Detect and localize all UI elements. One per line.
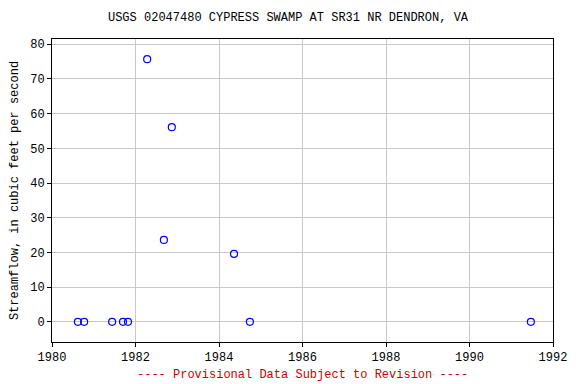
- svg-text:1988: 1988: [372, 351, 401, 365]
- svg-text:0: 0: [37, 316, 44, 330]
- svg-text:1984: 1984: [205, 351, 234, 365]
- svg-text:70: 70: [30, 73, 44, 87]
- svg-text:20: 20: [30, 247, 44, 261]
- svg-text:1992: 1992: [539, 351, 568, 365]
- svg-text:Streamflow, in cubic feet per: Streamflow, in cubic feet per second: [8, 61, 22, 320]
- svg-text:40: 40: [30, 177, 44, 191]
- svg-text:1980: 1980: [38, 351, 67, 365]
- svg-text:1990: 1990: [455, 351, 484, 365]
- svg-text:USGS 02047480 CYPRESS SWAMP AT: USGS 02047480 CYPRESS SWAMP AT SR31 NR D…: [108, 11, 469, 25]
- svg-text:10: 10: [30, 281, 44, 295]
- svg-text:30: 30: [30, 212, 44, 226]
- svg-text:---- Provisional Data Subject: ---- Provisional Data Subject to Revisio…: [137, 368, 468, 382]
- svg-text:80: 80: [30, 38, 44, 52]
- svg-text:60: 60: [30, 108, 44, 122]
- svg-text:1982: 1982: [121, 351, 150, 365]
- svg-text:1986: 1986: [288, 351, 317, 365]
- svg-text:50: 50: [30, 143, 44, 157]
